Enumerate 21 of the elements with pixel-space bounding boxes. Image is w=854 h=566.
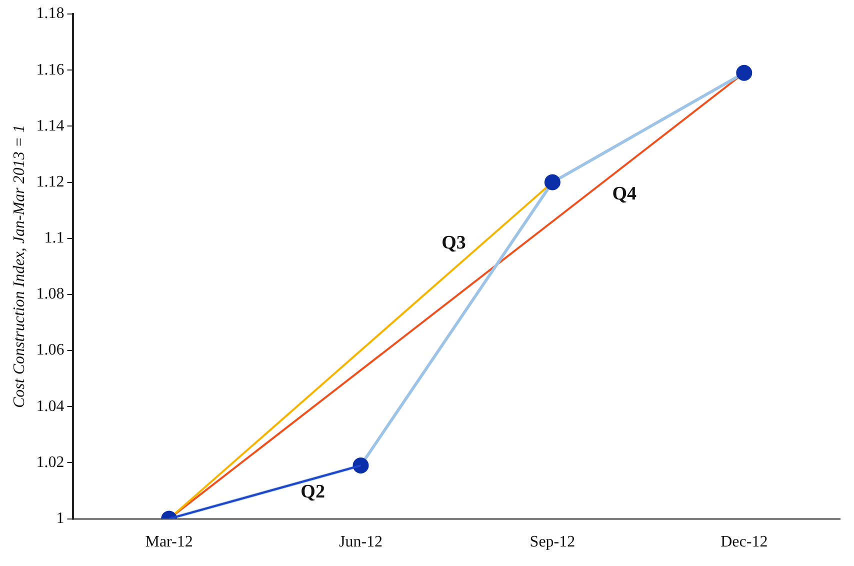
x-tick-label: Sep-12 — [530, 534, 576, 551]
y-tick-label: 1.1 — [44, 230, 64, 247]
x-tick-label: Dec-12 — [720, 534, 768, 551]
y-tick-label: 1.12 — [36, 173, 64, 190]
point — [544, 174, 560, 190]
x-tick-label: Jun-12 — [338, 534, 383, 551]
y-tick-label: 1.04 — [36, 398, 64, 415]
y-tick-label: 1.16 — [36, 61, 64, 78]
y-tick-label: 1.06 — [36, 342, 64, 359]
point — [352, 458, 369, 474]
y-tick-label: 1.18 — [36, 5, 64, 22]
y-tick-label: 1 — [56, 510, 64, 528]
y-tick-label: 1.14 — [36, 117, 64, 134]
point — [736, 64, 752, 81]
y-tick-label: 1.08 — [36, 286, 64, 303]
y-tick-label: 1.02 — [36, 454, 64, 471]
series-label: Q2 — [300, 482, 325, 503]
series-label: Q3 — [442, 232, 466, 254]
y-axis-title: Cost Construction Index, Jan-Mar 2013 = 1 — [10, 124, 28, 408]
x-tick-label: Mar-12 — [145, 534, 193, 551]
series-label: Q4 — [612, 183, 638, 204]
